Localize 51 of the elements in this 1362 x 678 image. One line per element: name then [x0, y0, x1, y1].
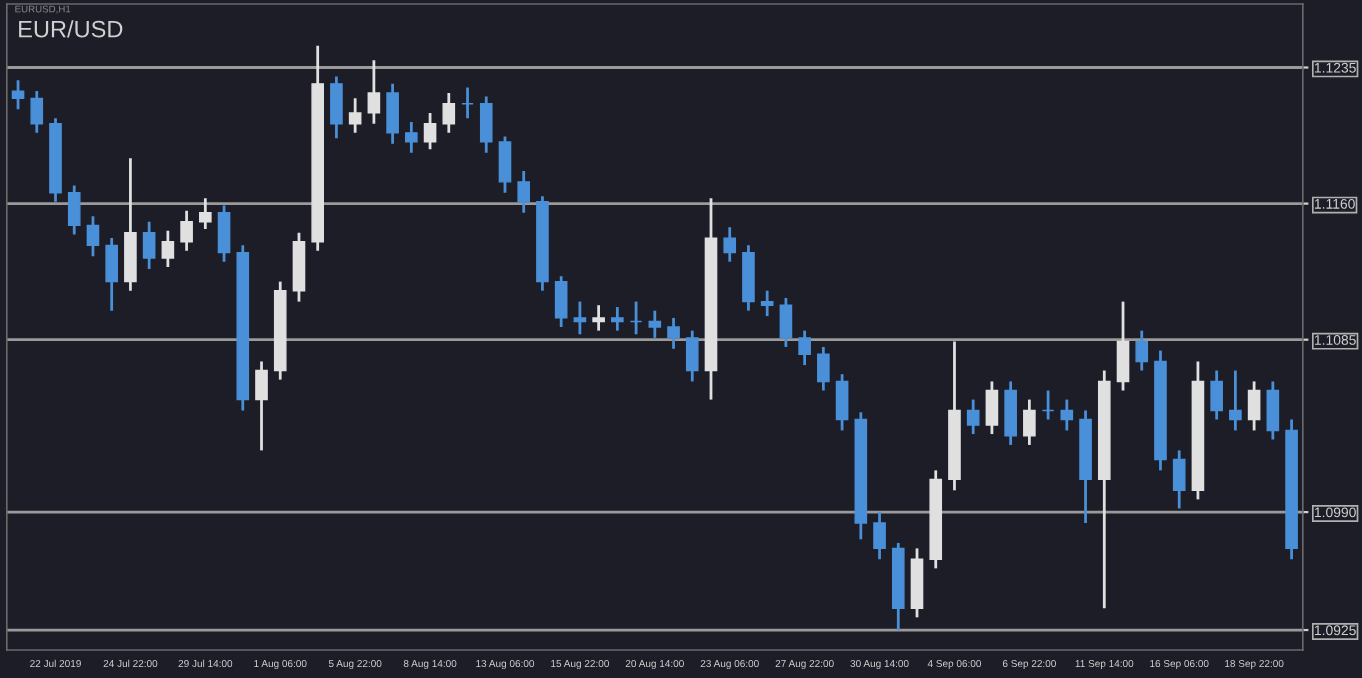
candlestick	[217, 204, 231, 264]
candlestick	[1266, 380, 1280, 441]
text: EUR/USD	[19, 20, 123, 38]
candlestick	[498, 135, 512, 195]
candlestick	[723, 225, 737, 264]
candlestick	[180, 209, 193, 253]
candlestick	[142, 220, 156, 271]
candlestick	[1247, 380, 1261, 432]
candlestick	[517, 169, 531, 215]
candlestick	[1229, 369, 1242, 432]
candlestick	[629, 300, 643, 336]
candlestick	[779, 296, 793, 349]
candlestick	[11, 78, 25, 111]
candlestick	[667, 316, 680, 351]
candlestick	[1060, 398, 1074, 432]
candlestick	[367, 58, 381, 126]
candlestick	[1004, 380, 1017, 447]
candlestick	[442, 91, 456, 135]
candlestick	[386, 82, 399, 146]
candlestick	[405, 120, 418, 155]
candlestick	[760, 289, 774, 318]
candlestick	[30, 89, 44, 135]
candlestick	[330, 75, 343, 140]
candlestick	[423, 111, 437, 151]
candlestick	[611, 305, 624, 333]
candlestick	[1023, 398, 1036, 447]
candlestick	[592, 303, 605, 333]
candlestick	[573, 300, 587, 336]
candlestick	[648, 309, 662, 340]
candlestick	[105, 236, 119, 313]
candlestick	[685, 329, 699, 383]
candlestick	[1135, 329, 1149, 372]
candlestick	[1116, 300, 1130, 392]
candlestick	[479, 95, 493, 155]
candlestick	[199, 196, 212, 231]
candlestick	[161, 229, 175, 269]
candlestick	[873, 510, 886, 561]
candlestick	[1172, 449, 1186, 510]
candlestick	[461, 86, 474, 120]
candlestick	[966, 398, 980, 436]
candlestick	[798, 329, 811, 367]
candlestick	[1041, 389, 1055, 421]
candlestick	[554, 274, 568, 329]
candlestick	[1210, 369, 1223, 421]
candlestick	[348, 96, 362, 135]
candlestick	[835, 372, 849, 432]
candlestick	[255, 360, 268, 452]
candlestick	[67, 184, 81, 236]
candlestick	[985, 380, 999, 436]
candlestick	[86, 214, 100, 258]
candlestick	[817, 345, 830, 392]
